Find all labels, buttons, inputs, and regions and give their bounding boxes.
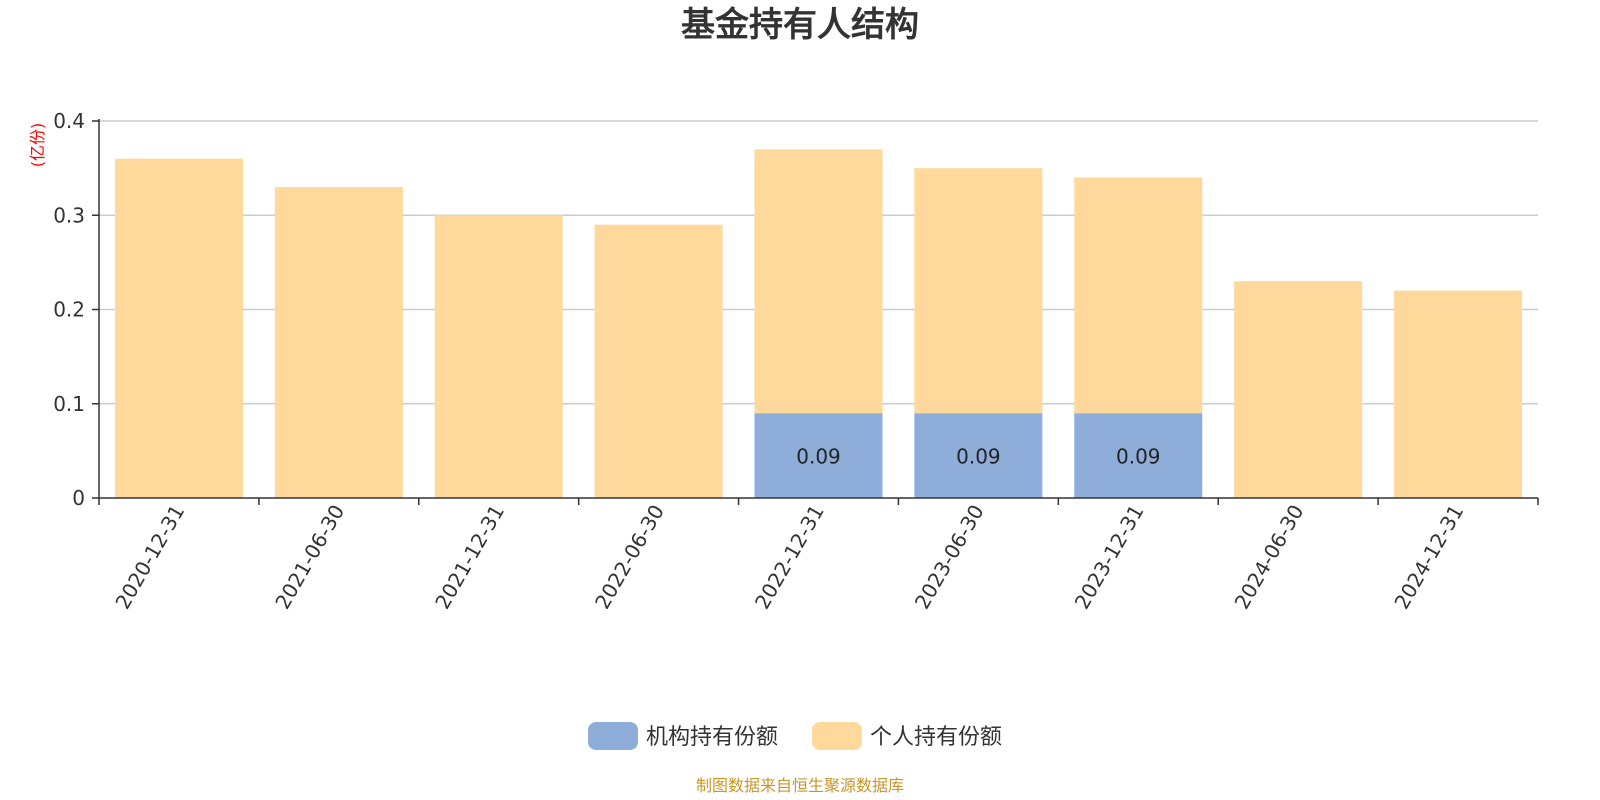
- institutional-bar-2023-06-30[interactable]: [914, 413, 1043, 498]
- data-label: 0.09: [1116, 445, 1161, 469]
- x-tick-label: 2020-12-31: [110, 501, 189, 614]
- individual-bar-2024-06-30[interactable]: [1234, 281, 1363, 498]
- legend-label: 机构持有份额: [646, 725, 778, 750]
- y-tick-label: 0.3: [53, 203, 85, 227]
- individual-bar-2022-06-30[interactable]: [594, 224, 723, 499]
- x-tick-label: 2024-06-30: [1230, 501, 1309, 614]
- individual-bar-2023-12-31[interactable]: [1074, 177, 1203, 414]
- legend-item-individual[interactable]: 个人持有份额: [812, 722, 1002, 750]
- individual-bar-2023-06-30[interactable]: [914, 168, 1043, 414]
- data-label: 0.09: [956, 445, 1001, 469]
- x-tick-label: 2022-12-31: [750, 501, 829, 614]
- data-label: 0.09: [796, 445, 841, 469]
- legend-item-institutional[interactable]: 机构持有份额: [588, 722, 778, 750]
- y-tick-label: 0.1: [53, 392, 85, 416]
- x-tick-label: 2021-12-31: [430, 501, 509, 614]
- x-tick-label: 2023-12-31: [1070, 501, 1149, 614]
- legend[interactable]: 机构持有份额 个人持有份额: [588, 722, 1002, 750]
- individual-bar-2021-06-30[interactable]: [274, 186, 403, 498]
- individual-bar-2022-12-31[interactable]: [754, 149, 883, 414]
- individual-bar-2021-12-31[interactable]: [434, 215, 563, 498]
- institutional-bar-2022-12-31[interactable]: [754, 413, 883, 498]
- chart-title: 基金持有人结构: [681, 5, 919, 45]
- legend-swatch: [812, 722, 862, 750]
- x-tick-label: 2021-06-30: [270, 501, 349, 614]
- y-tick-label: 0.4: [53, 109, 85, 133]
- institutional-bar-2023-12-31[interactable]: [1074, 413, 1203, 498]
- bars: 0.09 0.09 0.09: [114, 149, 1523, 499]
- y-tick-label: 0: [72, 486, 85, 510]
- x-tick-label: 2022-06-30: [590, 501, 669, 614]
- source-note: 制图数据来自恒生聚源数据库: [696, 776, 904, 795]
- individual-bar-2024-12-31[interactable]: [1394, 290, 1523, 498]
- legend-label: 个人持有份额: [870, 725, 1002, 750]
- legend-swatch: [588, 722, 638, 750]
- y-axis-label: (亿份): [28, 123, 47, 168]
- x-tick-label: 2024-12-31: [1389, 501, 1468, 614]
- y-tick-label: 0.2: [53, 298, 85, 322]
- individual-bar-2020-12-31[interactable]: [114, 158, 243, 498]
- x-tick-label: 2023-06-30: [910, 501, 989, 614]
